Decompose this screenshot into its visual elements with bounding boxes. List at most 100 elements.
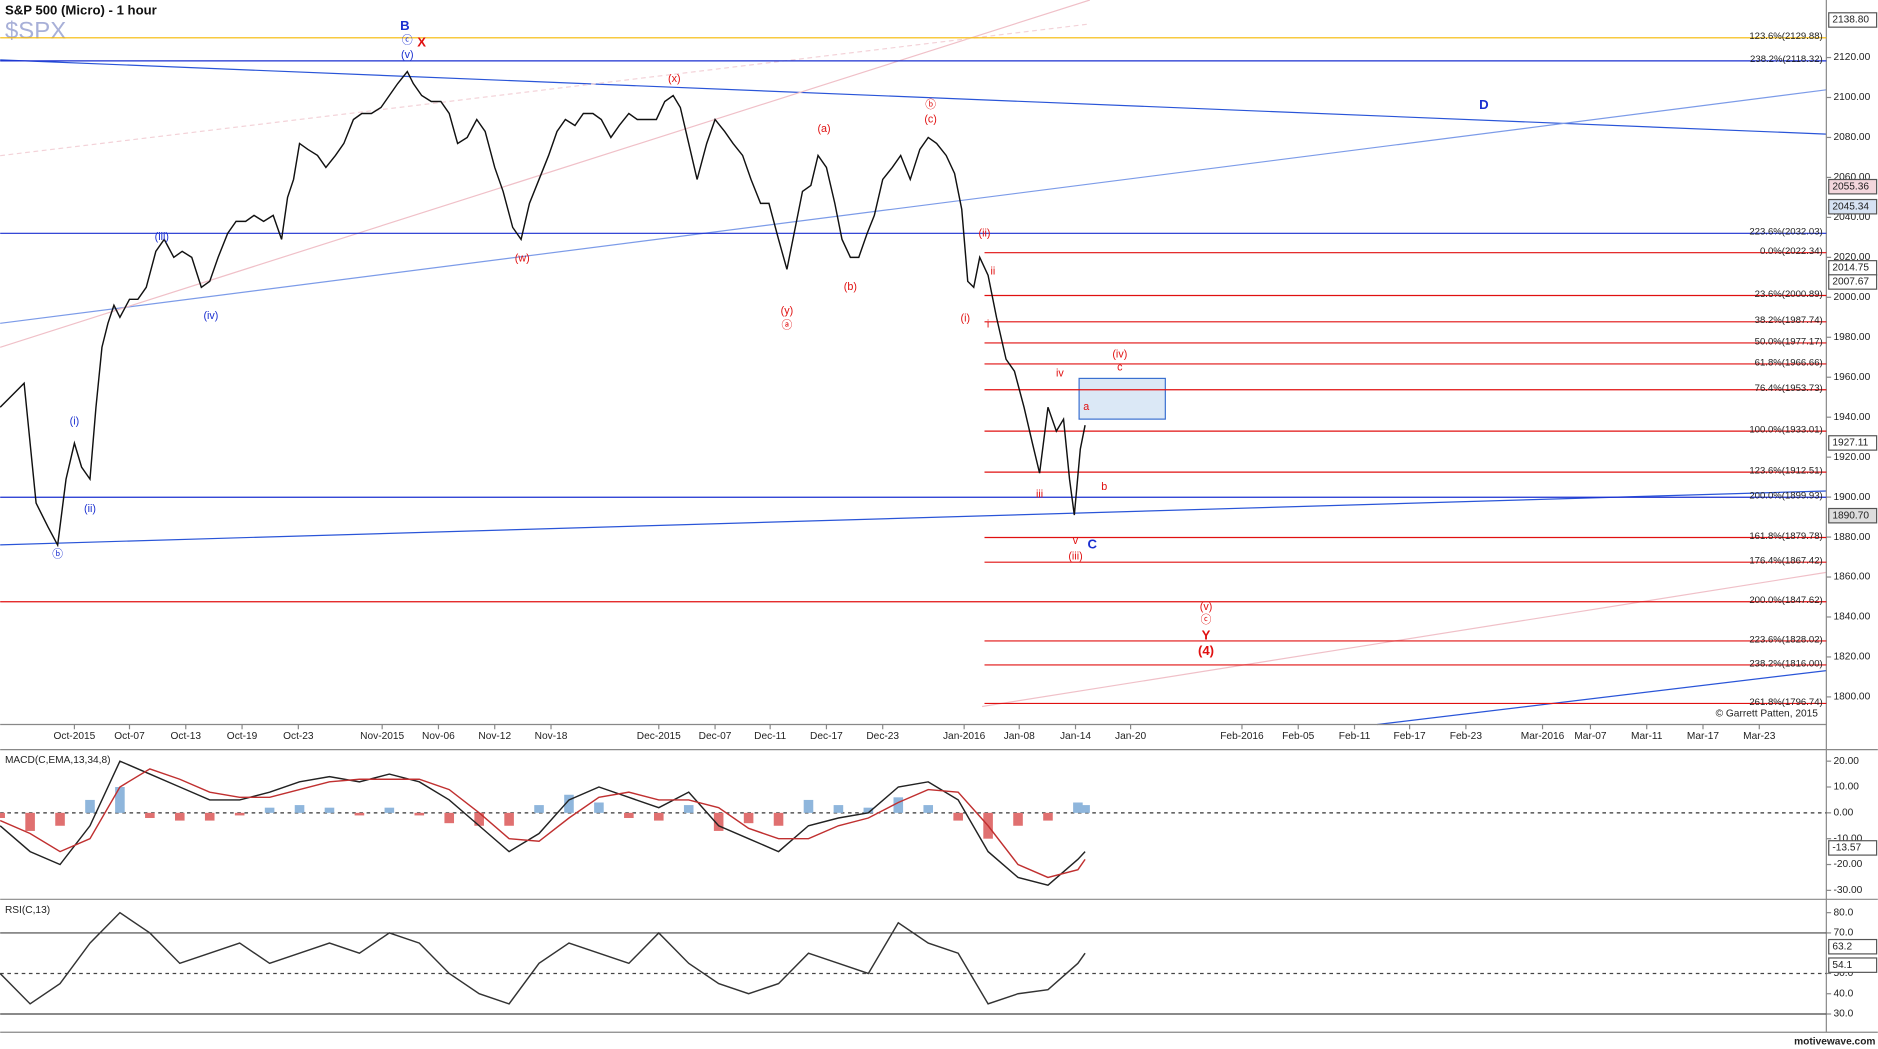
y-tick-label: 1800.00 [1834, 692, 1871, 703]
price-marker-label: 2055.36 [1832, 181, 1869, 192]
histogram-bar [1073, 802, 1083, 813]
y-tick-label: 1820.00 [1834, 652, 1871, 663]
price-marker-label: 1927.11 [1832, 438, 1868, 449]
histogram-bar [55, 812, 65, 826]
symbol: $SPX [5, 18, 66, 45]
wave-label: (iv) [1112, 348, 1127, 360]
wave-label: ⓑ [925, 99, 936, 111]
histogram-bar [444, 812, 455, 824]
histogram-bar [923, 805, 934, 813]
x-tick-label: Dec-11 [754, 731, 786, 742]
x-tick-label: Nov-18 [535, 731, 568, 742]
wave-label: (x) [668, 73, 681, 85]
y-tick-label: 1860.00 [1834, 572, 1871, 583]
histogram-bar [294, 805, 305, 813]
histogram-bar [893, 797, 904, 813]
histogram-bar [773, 812, 784, 826]
chart-title: S&P 500 (Micro) - 1 hour [5, 2, 157, 17]
wave-label: (ii) [84, 503, 96, 515]
histogram-bar [354, 812, 365, 816]
panel-title: RSI(C,13) [5, 905, 50, 916]
histogram-bar [414, 812, 425, 816]
price-marker [1828, 12, 1878, 28]
price-marker-label: 63.2 [1832, 941, 1852, 952]
x-tick-label: Mar-17 [1687, 731, 1720, 742]
price-marker [1828, 435, 1878, 451]
price-marker-label: 54.1 [1832, 960, 1852, 971]
wave-label: (iii) [1068, 551, 1082, 563]
price-marker-label: 2014.75 [1832, 263, 1869, 274]
price-marker [1828, 178, 1878, 195]
y-tick-label: -30.00 [1834, 885, 1863, 896]
histogram-bar [803, 799, 814, 813]
x-tick-label: Oct-23 [283, 731, 314, 742]
trendline [1377, 669, 1827, 726]
y-tick-label: 2100.00 [1834, 92, 1871, 103]
wave-label: ⓐ [782, 320, 793, 332]
histogram-bar [504, 812, 514, 826]
y-tick-label: 2060.00 [1834, 172, 1871, 183]
histogram-bar [474, 812, 484, 826]
price-marker-label: 2007.67 [1832, 277, 1869, 288]
wave-label: (i) [961, 312, 971, 324]
histogram-bar [264, 807, 275, 813]
x-tick-label: Mar-11 [1631, 731, 1663, 742]
x-tick-label: Mar-07 [1574, 731, 1607, 742]
y-tick-label: 0.00 [1834, 808, 1854, 819]
wave-label: iii [1036, 488, 1043, 500]
fib-level-label: 261.8%(1796.74) [1749, 697, 1822, 708]
wave-label: (a) [817, 123, 830, 135]
wave-label: ⓑ [52, 548, 63, 560]
x-tick-label: Nov-2015 [360, 731, 404, 742]
trendline [0, 0, 1091, 348]
x-tick-label: Feb-17 [1394, 731, 1427, 742]
fib-level-label: 38.2%(1987.74) [1755, 315, 1823, 326]
fib-level-label: 223.6%(1828.02) [1749, 634, 1822, 645]
wave-label: (iv) [203, 310, 218, 322]
x-tick-label: Dec-07 [699, 731, 732, 742]
histogram-bar [0, 812, 5, 819]
wave-label: (i) [70, 415, 80, 427]
indicator-line [0, 768, 1086, 879]
histogram-bar [25, 812, 35, 831]
x-tick-label: Dec-23 [866, 731, 899, 742]
histogram-bar [624, 812, 634, 819]
y-tick-label: 2000.00 [1834, 292, 1871, 303]
x-tick-label: Oct-13 [171, 731, 202, 742]
fib-level-label: 0.0%(2022.34) [1760, 246, 1823, 257]
x-tick-label: Jan-20 [1115, 731, 1146, 742]
x-tick-label: Oct-07 [114, 731, 145, 742]
fib-level-label: 123.6%(2129.88) [1749, 31, 1822, 42]
wave-label: ii [990, 266, 995, 278]
y-tick-label: 80.0 [1834, 907, 1854, 918]
wave-label: (v) [1200, 601, 1213, 613]
wave-label: ⓒ [402, 35, 413, 47]
histogram-bar [863, 807, 874, 813]
wave-label: b [1101, 481, 1107, 493]
histogram-bar [1043, 812, 1053, 821]
fib-level-label: 76.4%(1953.73) [1755, 383, 1823, 394]
price-marker [1828, 938, 1878, 955]
histogram-bar [145, 812, 155, 819]
x-tick-label: Nov-06 [422, 731, 455, 742]
histogram-bar [683, 805, 694, 813]
wave-label: D [1479, 97, 1489, 112]
trendline [0, 490, 1827, 546]
price-marker [1828, 840, 1878, 856]
wave-label: (v) [401, 49, 414, 61]
wave-label: (b) [844, 281, 857, 293]
histogram-bar [324, 807, 335, 813]
x-tick-label: Oct-2015 [54, 731, 96, 742]
histogram-bar [234, 812, 245, 816]
y-tick-label: 2120.00 [1834, 52, 1871, 63]
histogram-bar [204, 812, 215, 821]
y-tick-label: 2080.00 [1834, 132, 1871, 143]
price-marker-label: 1890.70 [1832, 510, 1869, 521]
fib-level-label: 23.6%(2000.89) [1755, 289, 1823, 300]
fib-level-label: 200.0%(1847.62) [1749, 595, 1822, 606]
target-box [1078, 377, 1166, 420]
x-tick-label: Jan-14 [1060, 731, 1091, 742]
wave-label: a [1083, 401, 1089, 413]
wave-label: (y) [781, 305, 794, 317]
